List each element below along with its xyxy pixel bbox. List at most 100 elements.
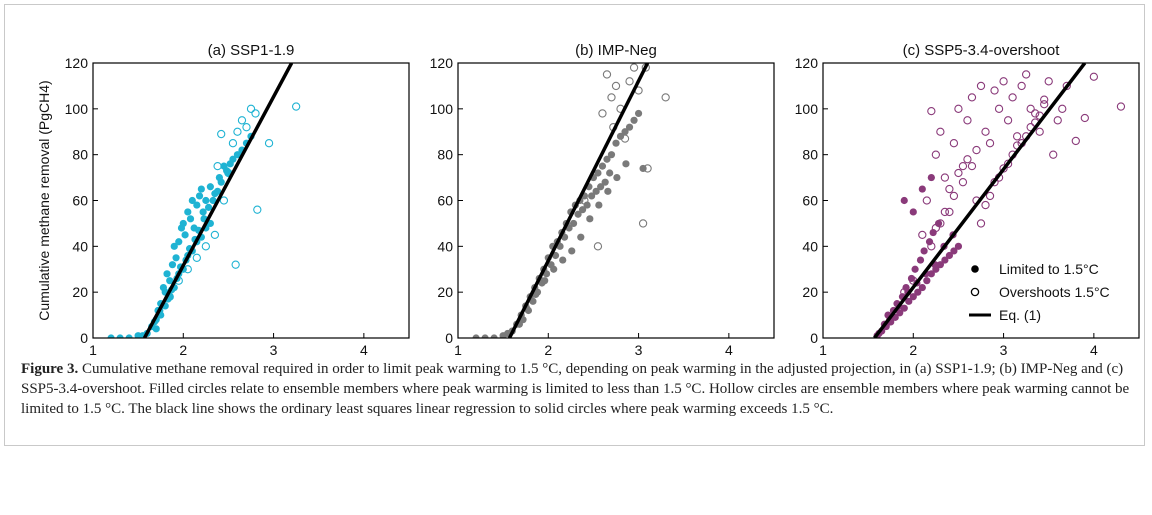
overshoot-point [1021,70,1031,79]
regression-line [142,63,294,338]
overshoot-point [954,104,963,113]
overshoot-point [985,139,995,148]
x-tick-label: 4 [725,342,733,355]
overshoot-point [954,168,963,178]
limited-point [607,151,616,159]
limited-point [634,109,643,118]
limited-point [598,162,607,170]
limited-point [583,201,591,209]
limited-point [586,215,594,223]
limited-point [125,334,133,338]
y-tick-label: 80 [802,147,818,163]
limited-point [166,277,174,285]
limited-point [193,201,201,209]
y-tick-label: 0 [80,330,88,346]
overshoot-point [945,207,954,217]
overshoot-point [963,116,972,125]
overshoot-point [949,139,959,148]
overshoot-point [1040,100,1049,109]
limited-point [909,293,917,301]
overshoot-point [927,106,936,116]
x-tick-label: 4 [1090,342,1098,355]
limited-point [896,309,904,317]
limited-point [900,196,908,205]
y-tick-label: 80 [72,147,88,163]
limited-point [542,270,551,278]
overshoot-point [1053,116,1062,125]
overshoot-point [1003,116,1013,125]
limited-point [172,254,180,262]
series-points [472,63,670,338]
limited-point [920,247,928,255]
y-tick-label: 40 [802,238,818,254]
chart-title: (c) SSP5-3.4-overshoot [903,42,1061,59]
limited-point [199,208,207,216]
overshoot-point [1089,72,1099,81]
regression-line [873,63,1087,338]
x-tick-label: 2 [179,342,187,355]
limited-point [603,155,611,163]
limited-point [188,196,196,205]
y-tick-label: 0 [445,330,453,346]
y-tick-label: 20 [72,284,88,300]
y-tick-label: 120 [430,55,454,71]
y-tick-label: 40 [437,238,453,254]
overshoot-point [1062,81,1071,91]
limited-point [905,297,913,305]
limited-point [621,128,629,136]
overshoot-point [967,93,977,102]
overshoot-point [1040,95,1049,104]
overshoot-point [981,127,990,136]
y-tick-label: 80 [437,147,453,163]
overshoot-point [228,139,238,148]
legend-filled-marker [971,265,979,273]
y-tick-label: 60 [72,193,88,209]
limited-point [107,334,115,338]
overshoot-point [1003,159,1013,168]
limited-point [186,215,195,223]
y-tick-label: 20 [437,284,453,300]
overshoot-point [940,207,950,217]
overshoot-point [611,81,621,91]
y-axis-label: Cumulative methane removal (PgCH4) [36,80,52,320]
limited-point [529,297,537,305]
y-tick-label: 100 [65,101,89,117]
limited-point [116,334,124,338]
overshoot-point [972,145,981,155]
limited-point [941,256,949,264]
limited-point [954,242,963,250]
limited-point [559,256,567,264]
limited-point [914,288,922,296]
overshoot-point [1044,77,1053,86]
overshoot-point [945,184,954,194]
y-tick-label: 120 [65,55,89,71]
overshoot-point [976,219,986,228]
series-points [107,102,301,338]
legend: Limited to 1.5°C Overshoots 1.5°C Eq. (1) [969,261,1110,323]
limited-point [630,116,638,124]
limited-point [950,247,958,255]
overshoot-point [217,129,226,139]
y-tick-label: 60 [802,193,818,209]
overshoot-point [1116,102,1126,111]
limited-point [481,334,489,338]
figure-caption: Figure 3. Cumulative methane removal req… [21,359,1136,419]
limited-point [936,261,944,269]
plot-frame [92,62,410,339]
figure-plots: (a) SSP1-1.91234020406080100120Peak warm… [36,42,1140,355]
limited-point [916,256,925,264]
overshoot-point [661,93,670,102]
overshoot-point [291,102,301,111]
limited-point [911,265,919,273]
limited-point [223,167,231,175]
overshoot-point [598,109,607,118]
overshoot-point [264,139,274,148]
overshoot-point [985,191,995,201]
overshoot-point [638,219,648,228]
limited-point [168,261,177,269]
limited-point [923,277,931,285]
limited-point [578,206,587,214]
overshoot-point [922,196,931,205]
caption-text: Cumulative methane removal required in o… [21,361,1130,417]
